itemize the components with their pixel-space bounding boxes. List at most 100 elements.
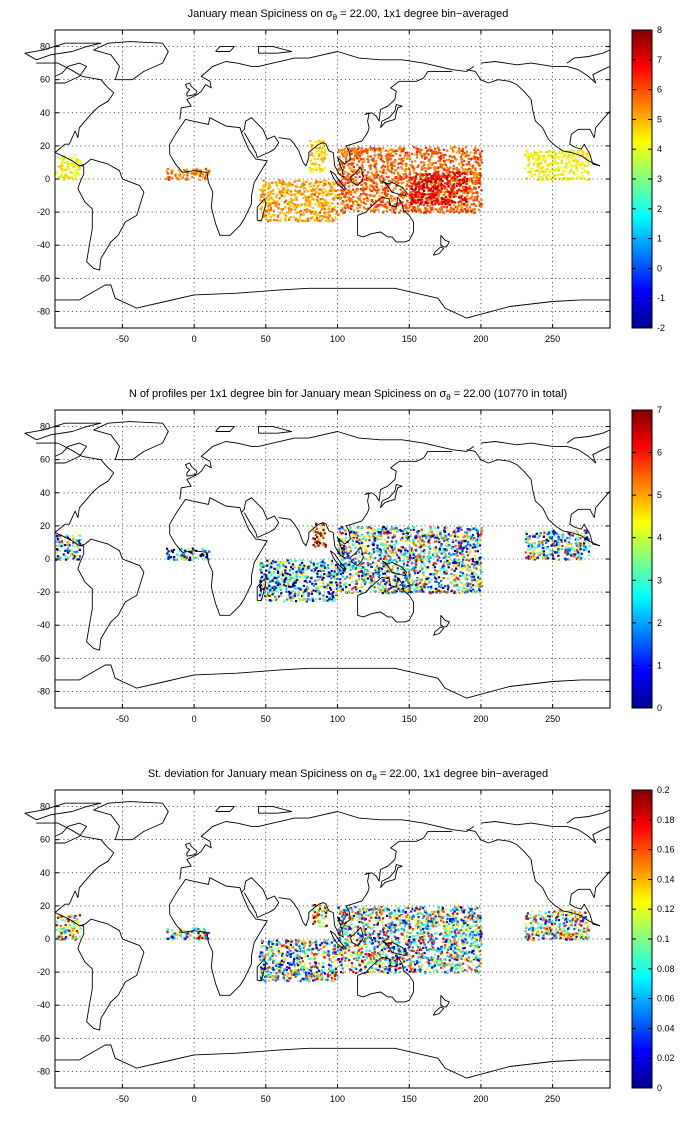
data-cell (369, 180, 372, 183)
data-cell (363, 535, 366, 538)
data-cell (445, 538, 449, 541)
data-cell (376, 148, 380, 151)
data-cell (380, 154, 383, 157)
data-cell (276, 560, 279, 563)
data-cell (378, 154, 381, 157)
data-cell (397, 178, 400, 181)
data-cell (366, 207, 370, 210)
data-cell (389, 528, 392, 531)
data-cell (333, 189, 336, 192)
data-cell (303, 598, 306, 601)
data-cell (397, 579, 400, 582)
data-cell (449, 559, 452, 562)
data-cell (409, 589, 412, 592)
data-cell (279, 219, 282, 222)
data-cell (260, 576, 263, 579)
data-cell (427, 556, 430, 559)
data-cell (386, 158, 389, 161)
data-cell (302, 192, 305, 195)
data-cell (62, 162, 65, 165)
data-cell (471, 166, 474, 169)
data-cell (573, 150, 576, 153)
data-cell (455, 576, 458, 579)
data-cell (322, 581, 325, 584)
data-cell (311, 198, 314, 201)
data-cell (316, 591, 319, 594)
data-cell (69, 157, 72, 160)
data-cell (76, 172, 79, 175)
data-cell (424, 200, 427, 203)
data-cell (299, 565, 302, 568)
data-cell (319, 215, 322, 218)
data-cell (417, 540, 420, 543)
data-cell (391, 549, 394, 552)
data-cell (280, 592, 283, 595)
data-cell (351, 199, 354, 202)
data-cell (438, 211, 441, 214)
data-cell (577, 554, 580, 557)
data-cell (410, 152, 413, 155)
data-cell (425, 180, 428, 184)
data-cell (328, 582, 331, 586)
data-cell (355, 590, 358, 593)
data-cell (386, 576, 389, 579)
data-cell (205, 169, 208, 172)
data-cell (405, 175, 408, 178)
data-cells (55, 139, 591, 223)
data-cell (383, 192, 386, 195)
data-cell (450, 586, 453, 589)
data-cell (355, 179, 358, 182)
data-cell (448, 200, 451, 203)
data-cell (445, 544, 448, 547)
data-cell (394, 187, 397, 190)
data-cell (340, 572, 343, 576)
data-cell (353, 209, 356, 212)
data-cell (294, 586, 297, 589)
data-cell (585, 155, 588, 158)
data-cell (449, 195, 452, 198)
data-cell (452, 167, 455, 170)
colorbar-tick-label: 7 (657, 55, 662, 65)
data-cell (290, 559, 293, 562)
data-cell (480, 189, 483, 192)
data-cell (349, 537, 352, 540)
data-cell (314, 140, 317, 143)
data-cell (551, 550, 555, 553)
data-cell (455, 175, 458, 178)
data-cell (266, 587, 269, 590)
data-cell (59, 534, 62, 537)
data-cell (433, 569, 437, 572)
data-cell (419, 538, 422, 541)
data-cell (285, 587, 288, 590)
data-cell (296, 185, 299, 188)
data-cell (260, 193, 263, 196)
data-cell (315, 143, 318, 146)
data-cell (450, 146, 453, 149)
data-cell (66, 556, 69, 560)
data-cell (323, 573, 326, 576)
data-cell (319, 219, 322, 223)
data-cell (413, 167, 416, 170)
data-cell (479, 182, 482, 185)
data-cell (379, 153, 382, 156)
data-cell (465, 205, 468, 208)
data-cell (352, 202, 355, 206)
data-cell (475, 182, 478, 185)
data-cell (552, 168, 555, 171)
data-cell (374, 205, 377, 208)
data-cell (454, 191, 457, 194)
coastlines (24, 41, 611, 319)
data-cell (296, 573, 299, 576)
data-cell (540, 550, 543, 553)
data-cell (341, 207, 344, 210)
data-cell (453, 179, 456, 183)
data-cell (418, 556, 421, 560)
data-cell (369, 165, 372, 168)
data-cell (379, 178, 382, 181)
data-cell (402, 584, 405, 587)
data-cell (469, 171, 472, 174)
data-cell (442, 532, 446, 535)
data-cell (351, 530, 354, 533)
data-cell (430, 200, 433, 203)
data-cell (346, 174, 349, 177)
